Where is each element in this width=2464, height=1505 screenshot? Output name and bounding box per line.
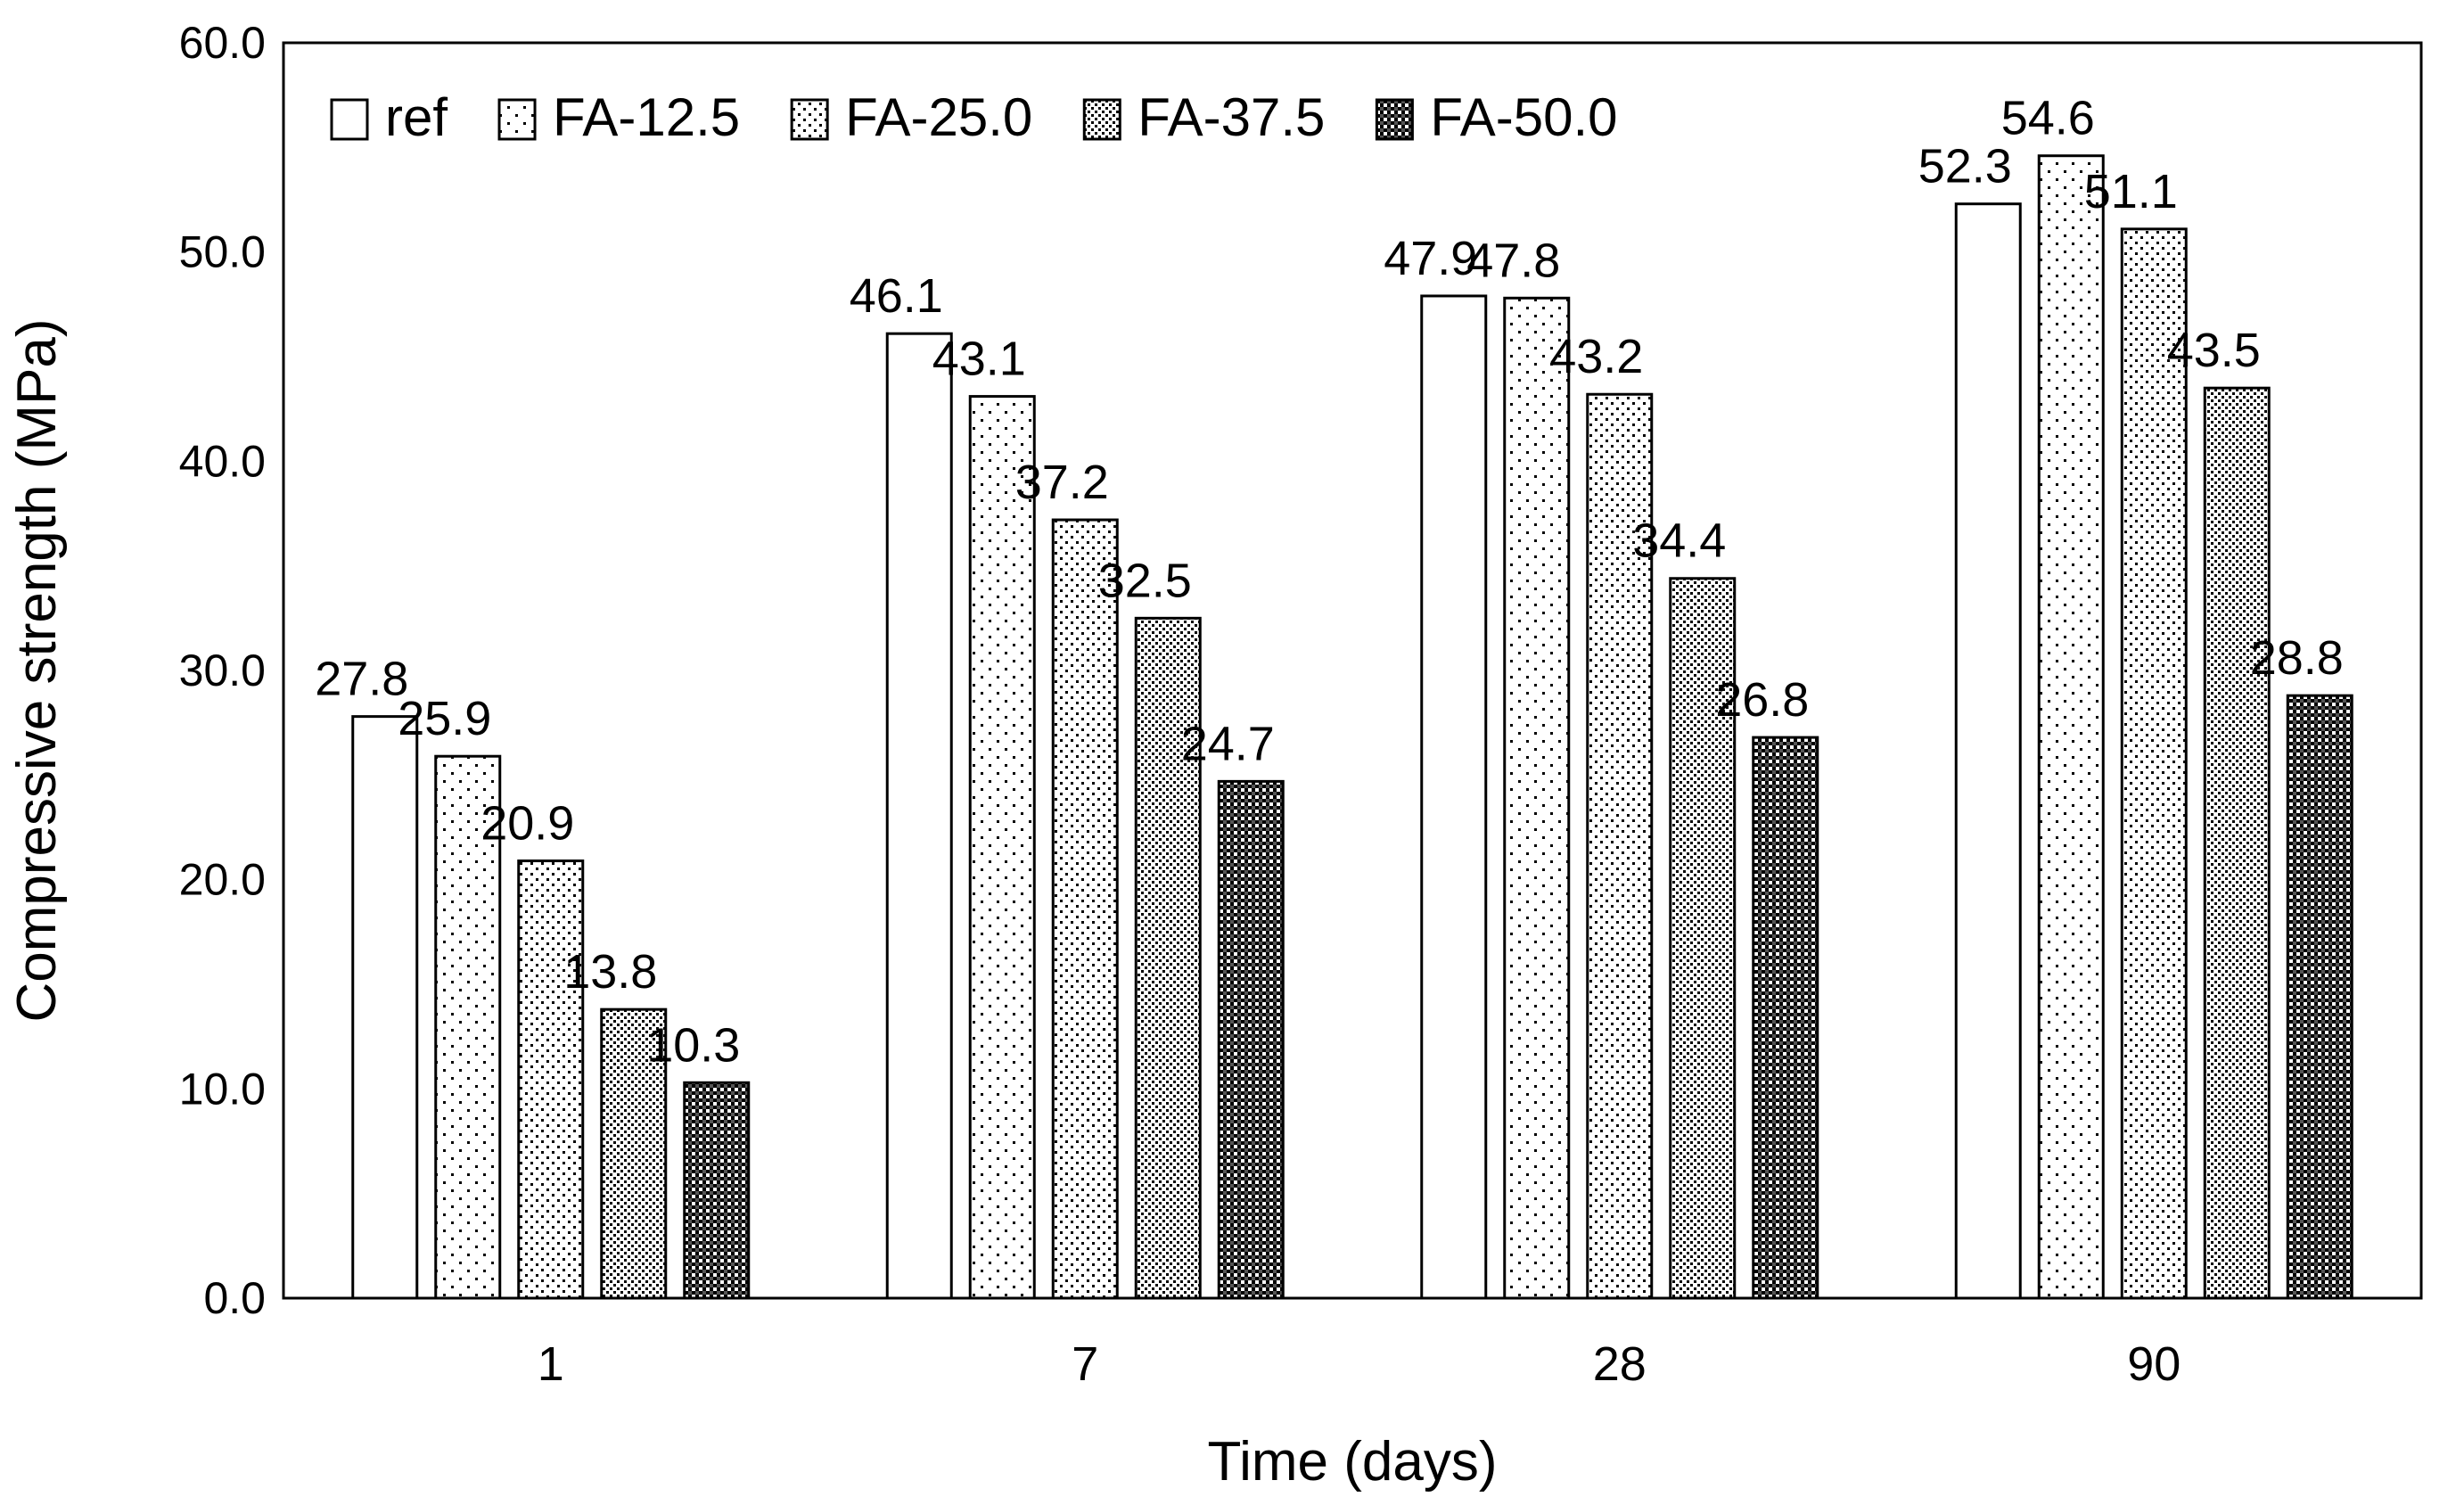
data-label: 25.9 [398, 692, 491, 745]
plot-area-frame [282, 41, 2423, 1300]
bar-fa-50-0-day-90 [2286, 694, 2353, 1300]
legend-label: FA-12.5 [553, 87, 740, 147]
bar-fa-37-5-day-7 [1134, 616, 1202, 1300]
legend-swatch [1375, 98, 1414, 141]
data-label: 27.8 [315, 653, 408, 706]
bar-fa-50-0-day-1 [683, 1081, 751, 1300]
legend-label: FA-37.5 [1138, 87, 1325, 147]
x-tick-label: 90 [2127, 1337, 2181, 1391]
bar-fa-50-0-day-28 [1752, 736, 1819, 1300]
legend: ref FA-12.5 FA-25.0 FA-37.5 FA-50.0 [330, 87, 1618, 147]
bar-fa-37-5-day-90 [2203, 386, 2271, 1300]
bar-ref-day-1 [351, 715, 419, 1300]
x-axis-title: Time (days) [1208, 1431, 1498, 1493]
y-tick-label: 60.0 [179, 18, 266, 68]
bar-fa-12-5-day-1 [434, 754, 502, 1300]
bar-ref-day-90 [1954, 202, 2022, 1300]
bar-fa-12-5-day-28 [1503, 296, 1571, 1300]
bar-fa-25-0-day-1 [517, 859, 585, 1300]
legend-swatch [330, 98, 369, 141]
data-label: 13.8 [563, 945, 657, 999]
legend-swatch [1082, 98, 1121, 141]
bar-fa-50-0-day-7 [1217, 779, 1285, 1300]
bar-fa-25-0-day-90 [2120, 227, 2188, 1300]
bar-fa-25-0-day-28 [1586, 392, 1654, 1300]
data-label: 37.2 [1015, 456, 1109, 509]
bar-fa-37-5-day-1 [600, 1007, 668, 1300]
data-label: 52.3 [1918, 140, 2012, 193]
x-axis: 1 7 28 90 [538, 1337, 2181, 1391]
data-label: 54.6 [2001, 92, 2095, 145]
x-tick-label: 1 [538, 1337, 564, 1391]
bar-fa-25-0-day-7 [1051, 518, 1119, 1300]
data-label: 43.1 [932, 333, 1026, 386]
legend-label: ref [385, 87, 448, 147]
data-label: 47.8 [1466, 234, 1560, 287]
x-tick-label: 7 [1072, 1337, 1098, 1391]
legend-swatch [497, 98, 537, 141]
data-label: 43.5 [2167, 324, 2261, 377]
data-label: 51.1 [2084, 165, 2178, 218]
y-tick-label: 20.0 [179, 855, 266, 905]
y-axis: 0.0 10.0 20.0 30.0 40.0 50.0 60.0 [179, 18, 266, 1323]
y-tick-label: 30.0 [179, 646, 266, 695]
data-label: 10.3 [646, 1018, 740, 1072]
legend-label: FA-50.0 [1430, 87, 1617, 147]
data-label: 46.1 [850, 269, 943, 323]
data-label: 26.8 [1715, 673, 1809, 727]
bar-fa-12-5-day-7 [968, 395, 1036, 1300]
y-tick-label: 40.0 [179, 436, 266, 486]
data-label: 20.9 [480, 797, 574, 851]
data-labels-group: 27.8 46.1 47.9 52.3 25.9 43.1 47.8 54.6 20.9 37.2… [315, 92, 2344, 1073]
legend-label: FA-25.0 [845, 87, 1032, 147]
data-label: 34.4 [1632, 514, 1726, 568]
y-tick-label: 50.0 [179, 227, 266, 277]
bar-fa-12-5-day-90 [2037, 154, 2105, 1300]
y-axis-title: Compressive strength (MPa) [6, 318, 68, 1022]
y-tick-label: 10.0 [179, 1064, 266, 1114]
data-label: 24.7 [1181, 717, 1275, 770]
x-tick-label: 28 [1593, 1337, 1647, 1391]
bar-fa-37-5-day-28 [1669, 577, 1737, 1300]
bar-ref-day-7 [885, 332, 953, 1300]
y-tick-label: 0.0 [203, 1273, 266, 1323]
bars-group [351, 154, 2353, 1300]
bar-ref-day-28 [1420, 294, 1488, 1300]
data-label: 32.5 [1098, 554, 1192, 607]
legend-swatch [790, 98, 829, 141]
data-label: 28.8 [2250, 631, 2344, 685]
data-label: 47.9 [1384, 232, 1477, 285]
data-label: 43.2 [1549, 330, 1643, 383]
